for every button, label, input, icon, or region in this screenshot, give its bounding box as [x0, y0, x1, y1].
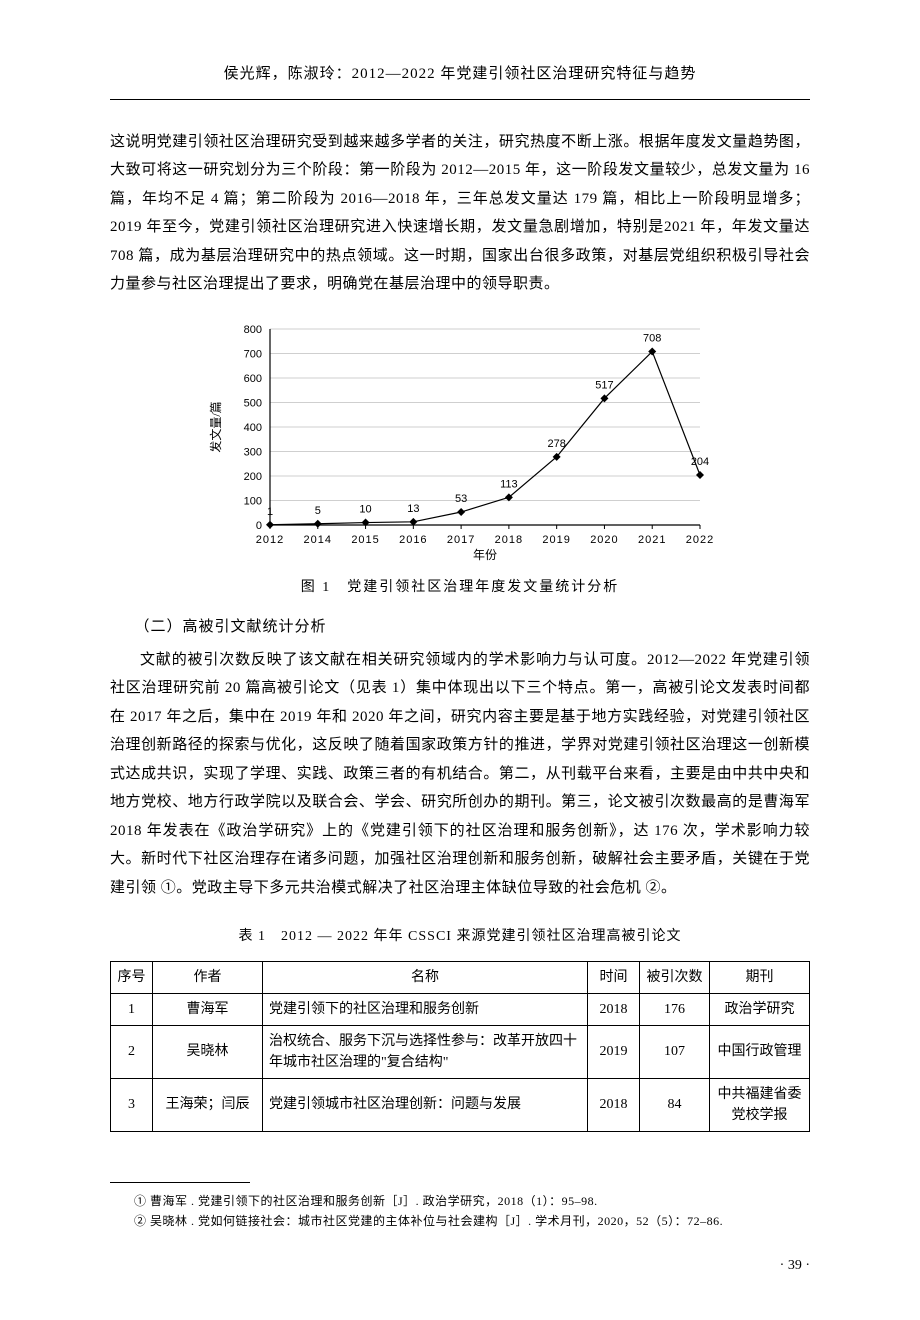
line-chart: 0 100 200 300 400 500 600 700 800 2012 2014 2015 201… [200, 315, 720, 565]
chart-caption: 图 1 党建引领社区治理年度发文量统计分析 [110, 575, 810, 602]
table-cell: 2018 [588, 993, 640, 1025]
table-caption: 表 1 2012 — 2022 年年 CSSCI 来源党建引领社区治理高被引论文 [110, 924, 810, 951]
footnote-separator [110, 1182, 250, 1183]
svg-text:年份: 年份 [473, 548, 497, 562]
svg-text:278: 278 [547, 437, 565, 449]
table-cell: 政治学研究 [710, 993, 810, 1025]
th-year: 时间 [588, 961, 640, 993]
table-cell: 党建引领城市社区治理创新：问题与发展 [263, 1078, 588, 1131]
svg-text:2016: 2016 [399, 534, 427, 546]
table-cell: 2019 [588, 1025, 640, 1078]
table-cell: 吴晓林 [153, 1025, 263, 1078]
svg-text:600: 600 [244, 373, 262, 385]
table-row: 1曹海军党建引领下的社区治理和服务创新2018176政治学研究 [111, 993, 810, 1025]
table-cell: 1 [111, 993, 153, 1025]
svg-text:13: 13 [407, 502, 419, 514]
svg-text:300: 300 [244, 446, 262, 458]
footnote-1: ① 曹海军 . 党建引领下的社区治理和服务创新［J］. 政治学研究，2018（1… [110, 1191, 810, 1211]
svg-text:708: 708 [643, 332, 661, 344]
svg-text:10: 10 [359, 503, 371, 515]
svg-text:2022: 2022 [686, 534, 714, 546]
table-row: 2吴晓林治权统合、服务下沉与选择性参与：改革开放四十年城市社区治理的"复合结构"… [111, 1025, 810, 1078]
svg-text:发文量/篇: 发文量/篇 [208, 401, 223, 452]
paragraph-2: 文献的被引次数反映了该文献在相关研究领域内的学术影响力与认可度。2012—202… [110, 646, 810, 903]
svg-text:2019: 2019 [542, 534, 570, 546]
th-num: 序号 [111, 961, 153, 993]
table-cell: 84 [640, 1078, 710, 1131]
table-cell: 176 [640, 993, 710, 1025]
subheading: （二）高被引文献统计分析 [110, 613, 810, 642]
table-cell: 王海荣；闫辰 [153, 1078, 263, 1131]
svg-text:2014: 2014 [304, 534, 332, 546]
footnote-2: ② 吴晓林 . 党如何链接社会：城市社区党建的主体补位与社会建构［J］. 学术月… [110, 1211, 810, 1231]
th-author: 作者 [153, 961, 263, 993]
svg-text:800: 800 [244, 324, 262, 336]
table-row: 3王海荣；闫辰党建引领城市社区治理创新：问题与发展201884中共福建省委党校学… [111, 1078, 810, 1131]
th-title: 名称 [263, 961, 588, 993]
th-journal: 期刊 [710, 961, 810, 993]
citation-table: 序号 作者 名称 时间 被引次数 期刊 1曹海军党建引领下的社区治理和服务创新2… [110, 961, 810, 1132]
th-cites: 被引次数 [640, 961, 710, 993]
svg-text:2020: 2020 [590, 534, 618, 546]
svg-text:113: 113 [500, 478, 518, 490]
table-cell: 3 [111, 1078, 153, 1131]
table-cell: 107 [640, 1025, 710, 1078]
svg-text:2015: 2015 [351, 534, 379, 546]
svg-text:2021: 2021 [638, 534, 666, 546]
svg-text:2017: 2017 [447, 534, 475, 546]
table-cell: 中共福建省委党校学报 [710, 1078, 810, 1131]
svg-text:100: 100 [244, 495, 262, 507]
svg-text:2018: 2018 [495, 534, 523, 546]
table-cell: 党建引领下的社区治理和服务创新 [263, 993, 588, 1025]
running-header: 侯光辉，陈淑玲：2012—2022 年党建引领社区治理研究特征与趋势 [110, 60, 810, 100]
svg-text:1: 1 [267, 505, 273, 517]
svg-text:2012: 2012 [256, 534, 284, 546]
svg-text:517: 517 [595, 379, 613, 391]
table-cell: 2018 [588, 1078, 640, 1131]
svg-text:53: 53 [455, 493, 467, 505]
svg-text:400: 400 [244, 422, 262, 434]
paragraph-1: 这说明党建引领社区治理研究受到越来越多学者的关注，研究热度不断上涨。根据年度发文… [110, 128, 810, 299]
table-header-row: 序号 作者 名称 时间 被引次数 期刊 [111, 961, 810, 993]
table-cell: 曹海军 [153, 993, 263, 1025]
svg-text:0: 0 [256, 520, 262, 532]
page-number: · 39 · [110, 1253, 810, 1280]
svg-text:700: 700 [244, 348, 262, 360]
chart-container: 0 100 200 300 400 500 600 700 800 2012 2014 2015 201… [200, 315, 720, 565]
svg-text:204: 204 [691, 456, 709, 468]
table-cell: 中国行政管理 [710, 1025, 810, 1078]
svg-text:500: 500 [244, 397, 262, 409]
table-cell: 治权统合、服务下沉与选择性参与：改革开放四十年城市社区治理的"复合结构" [263, 1025, 588, 1078]
svg-text:200: 200 [244, 471, 262, 483]
subheading-text: （二）高被引文献统计分析 [142, 619, 327, 635]
svg-text:5: 5 [315, 504, 321, 516]
table-cell: 2 [111, 1025, 153, 1078]
